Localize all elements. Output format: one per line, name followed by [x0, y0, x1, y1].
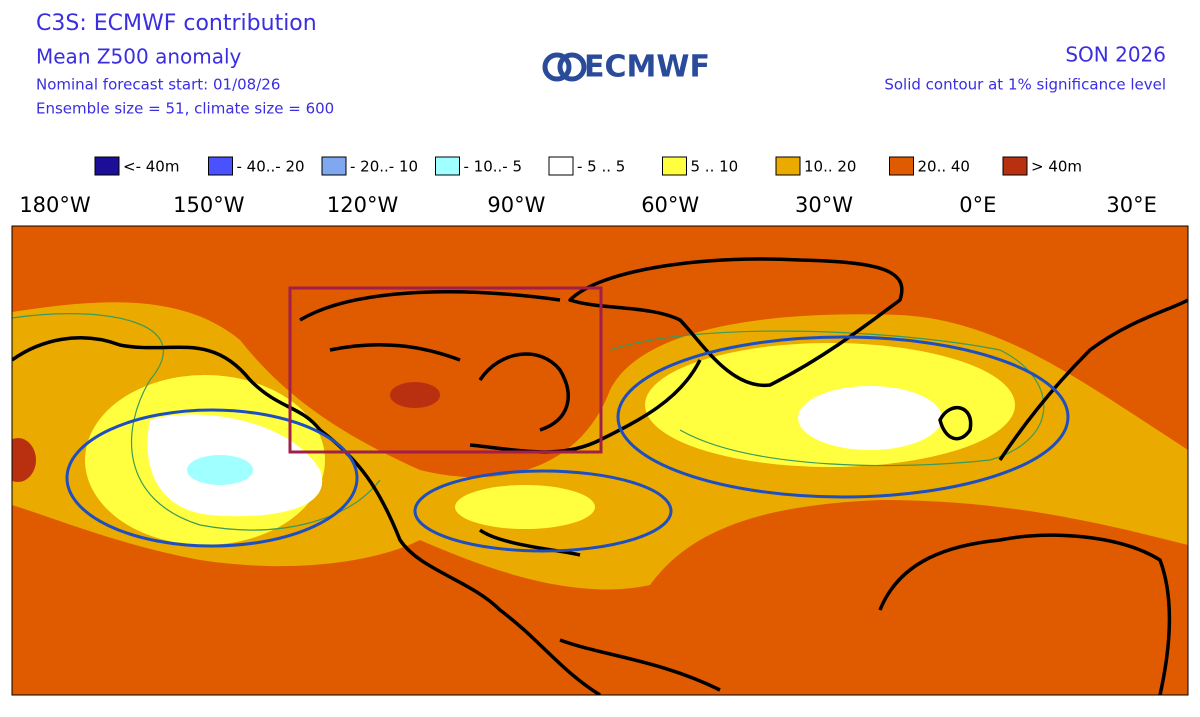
legend-label: - 5 .. 5 — [577, 158, 625, 176]
legend-label: - 40..- 20 — [237, 158, 305, 176]
longitude-labels: 180°W 150°W 120°W 90°W 60°W 30°W 0°E 30°E — [19, 193, 1157, 217]
coastline — [878, 533, 1172, 695]
legend-swatch — [208, 156, 233, 176]
title: C3S: ECMWF contribution — [36, 11, 317, 36]
logo-text: ECMWF — [584, 50, 710, 85]
legend-label: - 10..- 5 — [464, 158, 523, 176]
legend-label: 5 .. 10 — [691, 158, 739, 176]
legend-label: 10.. 20 — [804, 158, 856, 176]
legend-swatch — [662, 156, 687, 176]
significance-note: Solid contour at 1% significance level — [884, 76, 1166, 94]
anomaly-band — [455, 485, 595, 529]
highlight-box — [288, 286, 603, 454]
longitude-label: 120°W — [327, 193, 399, 217]
logo-icon — [542, 52, 572, 82]
legend-swatch — [94, 156, 120, 176]
longitude-label: 180°W — [19, 193, 91, 217]
longitude-label: 0°E — [959, 193, 996, 217]
coastline — [299, 290, 561, 362]
longitude-label: 150°W — [173, 193, 245, 217]
anomaly-band — [798, 386, 942, 450]
legend-swatch — [889, 156, 914, 176]
forecast-start: Nominal forecast start: 01/08/26 — [36, 76, 280, 94]
legend-swatch — [435, 156, 460, 176]
longitude-label: 60°W — [641, 193, 699, 217]
highlight-ellipse — [413, 469, 673, 553]
legend-label: 20.. 40 — [918, 158, 970, 176]
legend-swatch — [321, 156, 347, 176]
logo-icon — [557, 52, 587, 82]
legend-label: > 40m — [1031, 158, 1082, 176]
map-frame — [11, 225, 1189, 696]
legend-swatch — [548, 156, 574, 176]
coastline — [478, 528, 721, 692]
season: SON 2026 — [1065, 43, 1166, 67]
legend-label: <- 40m — [123, 158, 179, 176]
legend: <- 40m - 40..- 20 - 20..- 10 - 10..- 5 - 5 .… — [94, 156, 1082, 176]
legend-label: - 20..- 10 — [350, 158, 418, 176]
coastline — [568, 257, 904, 387]
anomaly-band — [187, 455, 253, 485]
longitude-label: 90°W — [487, 193, 545, 217]
map — [12, 226, 1188, 695]
longitude-label: 30°E — [1106, 193, 1157, 217]
coastline — [938, 298, 1188, 461]
subtitle: Mean Z500 anomaly — [36, 45, 242, 69]
anomaly-band — [12, 438, 36, 482]
ensemble-size: Ensemble size = 51, climate size = 600 — [36, 100, 334, 118]
logo: ECMWF — [542, 50, 710, 85]
significance-contour — [12, 313, 381, 531]
highlight-ellipse — [65, 408, 359, 548]
anomaly-band — [390, 382, 440, 408]
highlight-ellipse — [616, 335, 1070, 499]
longitude-label: 30°W — [795, 193, 853, 217]
legend-swatch — [775, 156, 801, 176]
coastline — [12, 336, 601, 695]
legend-swatch — [1002, 156, 1028, 176]
